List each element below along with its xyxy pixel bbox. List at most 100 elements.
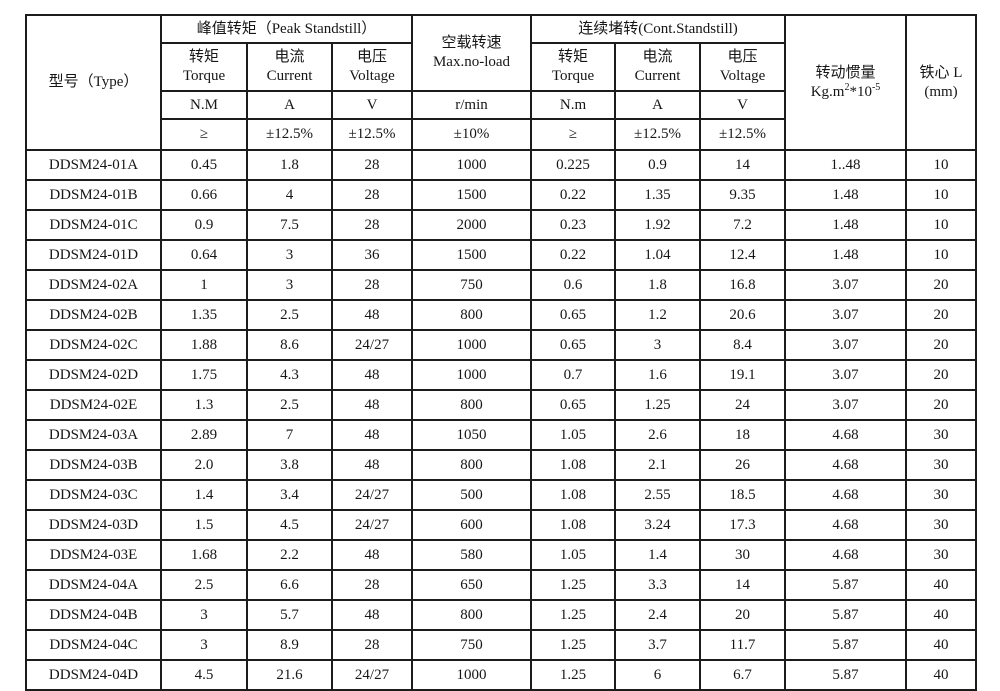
cell-noload-speed: 1000 xyxy=(411,659,532,691)
cell-peak-torque: 2.5 xyxy=(160,569,248,601)
cell-cont-torque: 0.22 xyxy=(530,179,616,211)
unit-peak-torque: N.M xyxy=(160,90,248,120)
cell-cont-voltage: 18 xyxy=(698,419,787,451)
cell-model: DDSM24-02C xyxy=(25,329,162,361)
cell-peak-current: 2.5 xyxy=(246,389,333,421)
cell-noload-speed: 800 xyxy=(411,389,532,421)
header-core-cn: 铁心 L xyxy=(919,64,963,81)
cell-cont-voltage: 20 xyxy=(698,599,787,631)
table-row: DDSM24-03B 2.0 3.8 48 800 1.08 2.1 26 4.68 30 xyxy=(25,449,978,481)
cell-core-l: 40 xyxy=(905,629,978,661)
cell-peak-current: 7 xyxy=(246,419,333,451)
cell-model: DDSM24-03A xyxy=(25,419,162,451)
cell-peak-voltage: 48 xyxy=(331,449,413,481)
cell-model: DDSM24-03B xyxy=(25,449,162,481)
cell-noload-speed: 600 xyxy=(411,509,532,541)
cell-core-l: 30 xyxy=(905,419,978,451)
cell-cont-torque: 0.6 xyxy=(530,269,616,301)
cell-cont-torque: 0.65 xyxy=(530,389,616,421)
cell-cont-current: 3.7 xyxy=(614,629,701,661)
cell-peak-voltage: 28 xyxy=(331,569,413,601)
header-peak-current: 电流 Current xyxy=(246,42,333,92)
cell-noload-speed: 650 xyxy=(411,569,532,601)
table-row: DDSM24-01D 0.64 3 36 1500 0.22 1.04 12.4 1.48 10 xyxy=(25,239,978,271)
cell-model: DDSM24-03D xyxy=(25,509,162,541)
cell-inertia: 3.07 xyxy=(784,329,908,361)
cell-cont-voltage: 26 xyxy=(698,449,787,481)
cell-core-l: 20 xyxy=(905,329,978,361)
cell-noload-speed: 2000 xyxy=(411,209,532,241)
tolerance-peak-voltage: ±12.5% xyxy=(331,118,413,151)
cell-inertia: 5.87 xyxy=(784,599,908,631)
cell-peak-voltage: 24/27 xyxy=(331,509,413,541)
table-row: DDSM24-04D 4.5 21.6 24/27 1000 1.25 6 6.7 5.87 40 xyxy=(25,659,978,691)
cell-inertia: 4.68 xyxy=(784,479,908,511)
cell-peak-current: 2.2 xyxy=(246,539,333,571)
cell-peak-voltage: 48 xyxy=(331,599,413,631)
cell-inertia: 5.87 xyxy=(784,659,908,691)
cell-peak-torque: 4.5 xyxy=(160,659,248,691)
table-row: DDSM24-01B 0.66 4 28 1500 0.22 1.35 9.35 1.48 10 xyxy=(25,179,978,211)
cell-cont-current: 1.6 xyxy=(614,359,701,391)
cell-cont-torque: 0.23 xyxy=(530,209,616,241)
cell-core-l: 10 xyxy=(905,179,978,211)
cell-cont-voltage: 16.8 xyxy=(698,269,787,301)
cell-cont-voltage: 20.6 xyxy=(698,299,787,331)
cell-inertia: 1..48 xyxy=(784,149,908,181)
cell-model: DDSM24-03C xyxy=(25,479,162,511)
cell-peak-current: 3.8 xyxy=(246,449,333,481)
cell-peak-torque: 1.4 xyxy=(160,479,248,511)
cell-peak-current: 6.6 xyxy=(246,569,333,601)
header-noload-cn: 空载转速 xyxy=(441,35,502,52)
cell-cont-current: 0.9 xyxy=(614,149,701,181)
cell-core-l: 40 xyxy=(905,569,978,601)
cell-cont-torque: 0.65 xyxy=(530,329,616,361)
unit-cont-voltage: V xyxy=(698,90,787,120)
cell-inertia: 3.07 xyxy=(784,299,908,331)
header-group-cont-standstill: 连续堵转(Cont.Standstill) xyxy=(529,14,787,44)
header-cont-current: 电流 Current xyxy=(614,42,701,92)
header-row-names: 转矩 Torque 电流 Current 电压 Voltage 转矩 Torqu… xyxy=(26,42,976,92)
cell-core-l: 30 xyxy=(905,479,978,511)
cell-model: DDSM24-04C xyxy=(25,629,162,661)
cell-model: DDSM24-04A xyxy=(25,569,162,601)
cell-cont-current: 3 xyxy=(614,329,701,361)
cell-inertia: 4.68 xyxy=(784,509,908,541)
table-row: DDSM24-03D 1.5 4.5 24/27 600 1.08 3.24 17.3 4.68… xyxy=(25,509,978,541)
cell-peak-current: 21.6 xyxy=(246,659,333,691)
cell-peak-voltage: 48 xyxy=(331,299,413,331)
cell-inertia: 3.07 xyxy=(784,359,908,391)
header-peak-torque: 转矩 Torque xyxy=(160,42,248,92)
cell-noload-speed: 1500 xyxy=(411,239,532,271)
cell-cont-current: 1.25 xyxy=(614,389,701,421)
cell-cont-voltage: 17.3 xyxy=(698,509,787,541)
header-core-length: 铁心 L (mm) xyxy=(905,14,978,151)
cell-cont-voltage: 6.7 xyxy=(698,659,787,691)
cell-cont-current: 1.04 xyxy=(614,239,701,271)
header-row-groups: 型号（Type） 峰值转矩（Peak Standstill） 空载转速 Max.… xyxy=(25,14,978,151)
cell-cont-voltage: 30 xyxy=(698,539,787,571)
cell-peak-torque: 1.35 xyxy=(160,299,248,331)
table-row: DDSM24-01C 0.9 7.5 28 2000 0.23 1.92 7.2 1.48 10 xyxy=(25,209,978,241)
cell-peak-torque: 2.89 xyxy=(160,419,248,451)
cell-model: DDSM24-03E xyxy=(25,539,162,571)
header-noload-en: Max.no-load xyxy=(432,54,511,70)
cell-core-l: 40 xyxy=(905,659,978,691)
table-row: DDSM24-02E 1.3 2.5 48 800 0.65 1.25 24 3.07 20 xyxy=(25,389,978,421)
cell-peak-current: 5.7 xyxy=(246,599,333,631)
cell-cont-torque: 1.25 xyxy=(530,659,616,691)
cell-inertia: 4.68 xyxy=(784,419,908,451)
cell-cont-voltage: 9.35 xyxy=(698,179,787,211)
cell-cont-current: 6 xyxy=(614,659,701,691)
cell-model: DDSM24-02E xyxy=(25,389,162,421)
table-row: DDSM24-03C 1.4 3.4 24/27 500 1.08 2.55 18.5 4.68… xyxy=(25,479,978,511)
table-row: DDSM24-03A 2.89 7 48 1050 1.05 2.6 18 4.68 30 xyxy=(25,419,978,451)
header-peak-voltage: 电压 Voltage xyxy=(331,42,413,92)
cell-peak-voltage: 48 xyxy=(331,419,413,451)
cell-cont-voltage: 11.7 xyxy=(698,629,787,661)
cell-inertia: 5.87 xyxy=(784,569,908,601)
header-core-unit: (mm) xyxy=(924,83,958,100)
cell-peak-torque: 1.75 xyxy=(160,359,248,391)
cell-noload-speed: 580 xyxy=(411,539,532,571)
